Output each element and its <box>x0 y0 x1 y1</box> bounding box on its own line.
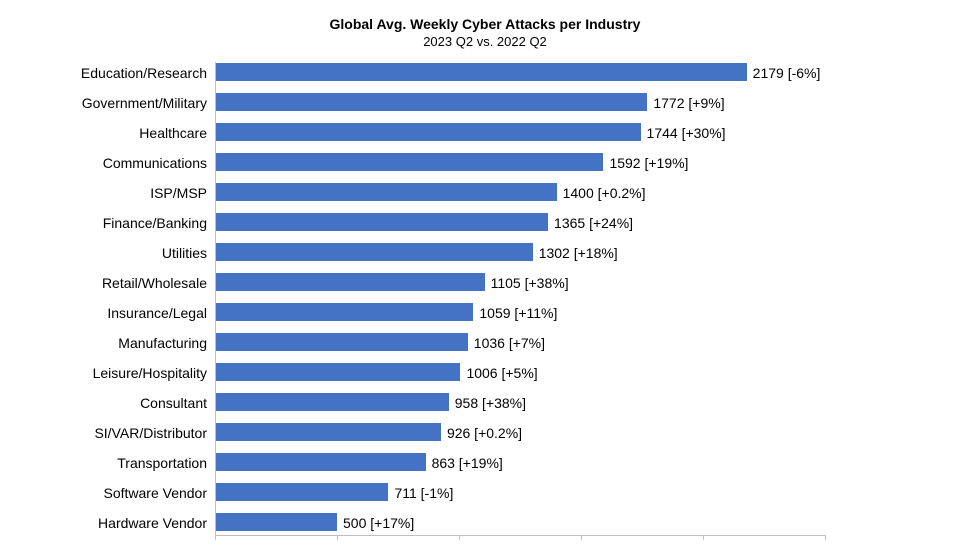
bar-row: Utilities1302 [+18%] <box>215 238 905 268</box>
bar <box>215 393 449 411</box>
plot-area: Education/Research2179 [-6%]Government/M… <box>215 58 905 538</box>
bar <box>215 273 485 291</box>
bar-row: Healthcare1744 [+30%] <box>215 118 905 148</box>
category-label: Retail/Wholesale <box>102 268 215 298</box>
bar <box>215 213 548 231</box>
x-tick <box>215 535 216 540</box>
bar-row: Retail/Wholesale1105 [+38%] <box>215 268 905 298</box>
x-axis <box>215 535 825 536</box>
value-label: 1059 [+11%] <box>473 298 557 328</box>
bar <box>215 423 441 441</box>
bar-row: Consultant958 [+38%] <box>215 388 905 418</box>
category-label: ISP/MSP <box>150 178 215 208</box>
value-label: 1302 [+18%] <box>533 238 618 268</box>
category-label: Transportation <box>117 448 215 478</box>
category-label: Healthcare <box>139 118 215 148</box>
category-label: Leisure/Hospitality <box>93 358 215 388</box>
bar <box>215 93 647 111</box>
category-label: Utilities <box>162 238 215 268</box>
cyber-attacks-chart: Global Avg. Weekly Cyber Attacks per Ind… <box>0 0 970 555</box>
value-label: 2179 [-6%] <box>747 58 821 88</box>
value-label: 1400 [+0.2%] <box>557 178 646 208</box>
bar-row: SI/VAR/Distributor926 [+0.2%] <box>215 418 905 448</box>
bar <box>215 183 557 201</box>
value-label: 958 [+38%] <box>449 388 526 418</box>
bar-row: Manufacturing1036 [+7%] <box>215 328 905 358</box>
bar-row: Education/Research2179 [-6%] <box>215 58 905 88</box>
value-label: 711 [-1%] <box>388 478 453 508</box>
bar <box>215 483 388 501</box>
bar <box>215 123 641 141</box>
bar-row: Insurance/Legal1059 [+11%] <box>215 298 905 328</box>
value-label: 1105 [+38%] <box>485 268 569 298</box>
x-tick <box>337 535 338 540</box>
category-label: Communications <box>103 148 215 178</box>
category-label: Hardware Vendor <box>98 508 215 538</box>
bar-row: Government/Military1772 [+9%] <box>215 88 905 118</box>
category-label: Consultant <box>140 388 215 418</box>
bar <box>215 63 747 81</box>
x-tick <box>581 535 582 540</box>
value-label: 1036 [+7%] <box>468 328 545 358</box>
category-label: Software Vendor <box>103 478 215 508</box>
value-label: 1744 [+30%] <box>641 118 726 148</box>
value-label: 1006 [+5%] <box>460 358 537 388</box>
category-label: Insurance/Legal <box>107 298 215 328</box>
bar <box>215 363 460 381</box>
category-label: Education/Research <box>81 58 215 88</box>
bar <box>215 153 603 171</box>
bar <box>215 453 426 471</box>
bar-row: ISP/MSP1400 [+0.2%] <box>215 178 905 208</box>
x-tick <box>825 535 826 540</box>
category-label: Government/Military <box>82 88 215 118</box>
bar <box>215 513 337 531</box>
bar-row: Software Vendor711 [-1%] <box>215 478 905 508</box>
bar <box>215 243 533 261</box>
value-label: 1365 [+24%] <box>548 208 633 238</box>
bar-row: Finance/Banking1365 [+24%] <box>215 208 905 238</box>
value-label: 863 [+19%] <box>426 448 503 478</box>
bar-row: Communications1592 [+19%] <box>215 148 905 178</box>
value-label: 1772 [+9%] <box>647 88 724 118</box>
bar-row: Hardware Vendor500 [+17%] <box>215 508 905 538</box>
bar <box>215 303 473 321</box>
chart-subtitle: 2023 Q2 vs. 2022 Q2 <box>0 34 970 50</box>
category-label: Manufacturing <box>118 328 215 358</box>
category-label: SI/VAR/Distributor <box>94 418 215 448</box>
chart-title: Global Avg. Weekly Cyber Attacks per Ind… <box>0 16 970 34</box>
x-tick <box>459 535 460 540</box>
bar <box>215 333 468 351</box>
chart-titles: Global Avg. Weekly Cyber Attacks per Ind… <box>0 0 970 50</box>
bar-row: Transportation863 [+19%] <box>215 448 905 478</box>
bar-row: Leisure/Hospitality1006 [+5%] <box>215 358 905 388</box>
category-label: Finance/Banking <box>103 208 215 238</box>
value-label: 926 [+0.2%] <box>441 418 522 448</box>
value-label: 500 [+17%] <box>337 508 414 538</box>
value-label: 1592 [+19%] <box>603 148 688 178</box>
y-axis <box>215 62 216 535</box>
x-tick <box>703 535 704 540</box>
